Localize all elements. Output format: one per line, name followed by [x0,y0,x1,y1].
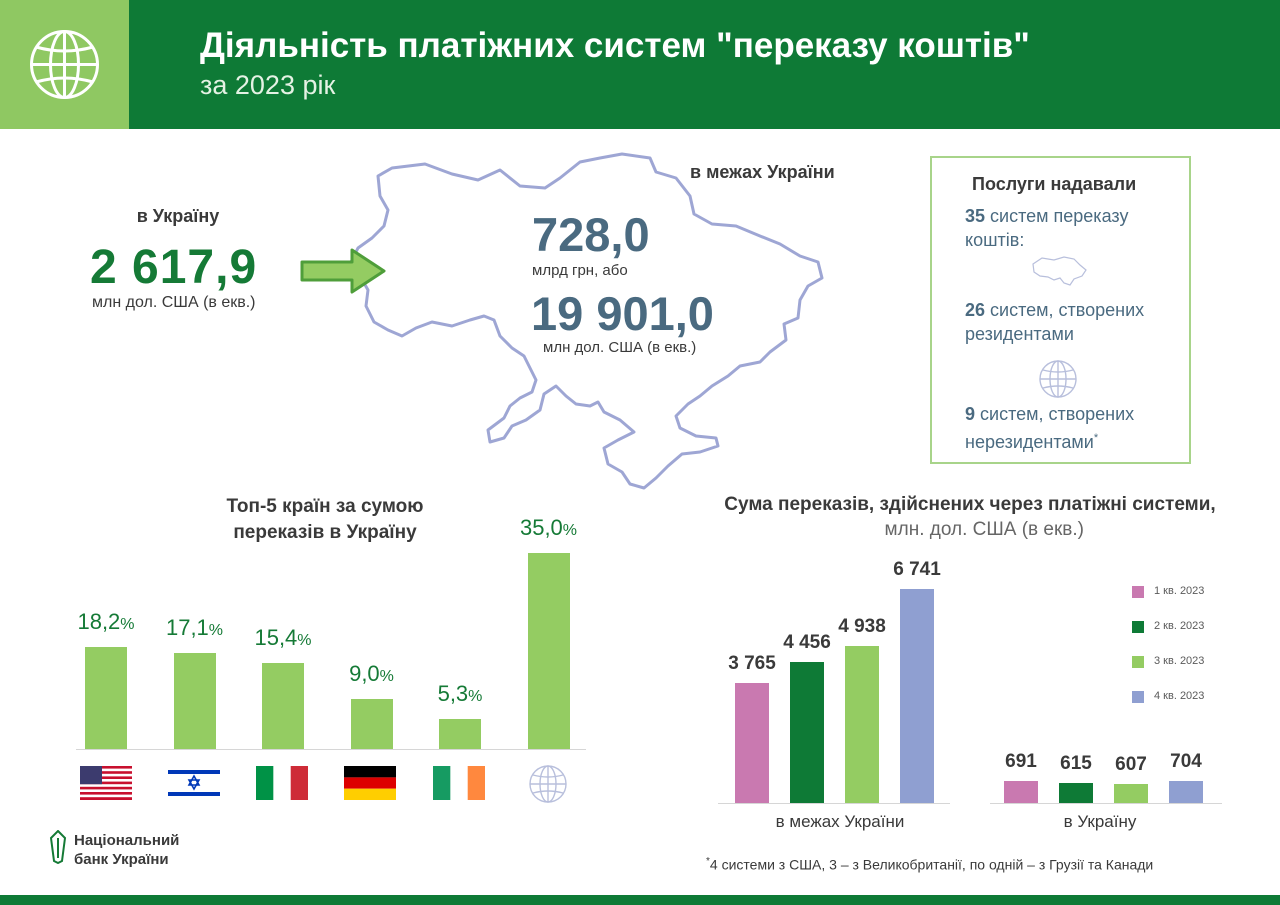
top5-value-number: 5,3 [437,681,469,707]
legend-label: 3 кв. 2023 [1154,655,1205,667]
flag-ireland-icon [433,766,485,800]
quarterly-chart-title: Сума переказів, здійснених через платіжн… [724,494,1216,515]
category-label-to: в Україну [1063,812,1137,831]
top5-value-number: 18,2 [77,609,121,635]
legend-swatch [1132,621,1144,633]
within-ukraine-unit-usd: млн дол. США (в екв.) [543,339,697,356]
services-total-text: систем переказу коштів: [965,206,1129,250]
to-ukraine-label: в Україну [136,206,220,226]
quarterly-bar [900,589,934,803]
quarterly-axis-within [718,803,950,804]
top5-value-label: 15,4% [233,625,333,651]
top5-value-label: 9,0% [322,661,422,687]
legend-swatch [1132,691,1144,703]
services-nonresidents-number: 9 [965,404,976,424]
flag-germany-icon [344,766,396,800]
globe-icon [529,765,567,803]
top5-chart-title: Топ-5 країн за сумою переказів в Україну [226,496,424,543]
page-subtitle: за 2023 рік [200,70,336,100]
globe-icon [30,30,99,99]
quarterly-value-label: 6 741 [893,559,941,580]
legend-swatch [1132,586,1144,598]
footnote-mark: * [706,856,710,867]
quarterly-value-label: 3 765 [728,653,776,675]
services-title: Послуги надавали [972,174,1137,194]
quarterly-bar [1169,780,1203,803]
quarterly-bar [790,661,824,803]
quarterly-value-label: 615 [1060,753,1092,775]
page-title: Діяльність платіжних систем "переказу ко… [200,26,1030,65]
category-label-within: в межах України [775,812,905,831]
top5-value-unit: % [297,631,312,649]
top5-bar [439,719,481,749]
quarterly-value-label: 607 [1115,753,1147,775]
top5-value-label: 35,0% [499,515,599,541]
top5-value-unit: % [120,616,135,634]
nbu-name: Національний банк України [74,831,179,869]
quarterly-chart-subtitle: млн. дол. США (в екв.) [884,519,1084,540]
within-ukraine-value-usd: 19 901,0 [531,287,714,340]
top5-value-label: 5,3% [410,681,510,707]
nbu-logo-icon [49,830,67,864]
top5-value-unit: % [562,522,578,539]
top5-value-unit: % [468,688,483,706]
quarterly-value-label: 691 [1005,751,1037,773]
quarterly-axis-to [990,803,1222,804]
top5-bar [262,662,304,749]
top5-value-number: 17,1 [165,615,209,641]
legend-swatch [1132,656,1144,668]
to-ukraine-unit: млн дол. США (в екв.) [92,294,256,311]
top5-value-unit: % [208,622,224,640]
arrow-right-icon [300,248,386,294]
legend-label: 4 кв. 2023 [1154,690,1205,702]
top5-value-number: 9,0 [349,660,380,686]
top5-bar [350,698,393,749]
bottom-bar [0,895,1280,905]
top5-value-label: 18,2% [56,609,156,635]
legend-label: 1 кв. 2023 [1154,585,1205,597]
header: Діяльність платіжних систем "переказу ко… [0,0,1280,129]
quarterly-value-label: 4 938 [838,616,886,638]
footnote: *4 системи з США, 3 – з Великобританії, … [706,856,1153,873]
top5-value-unit: % [379,667,394,685]
services-total-number: 35 [965,206,986,226]
flag-italy-icon [256,766,308,800]
quarterly-bar [845,646,879,803]
within-ukraine-label: в межах України [690,162,835,182]
services-residents-number: 26 [965,300,986,320]
services-nonresidents-text: систем, створених нерезидентами [965,404,1135,452]
services-residents: 26 систем, створених резидентами [965,298,1185,346]
services-box: Послуги надавали 35 систем переказу кошт… [930,156,1191,464]
legend-label: 2 кв. 2023 [1154,620,1205,632]
globe-icon [1039,360,1077,398]
nbu-name-line2: банк України [74,851,169,868]
footnote-text: 4 системи з США, 3 – з Великобританії, п… [709,856,1154,873]
top5-chart-baseline [76,749,586,750]
flag-israel-icon [168,766,220,800]
top5-bar [173,653,216,749]
services-footnote-mark: * [1093,432,1099,444]
top5-bar [527,553,570,749]
services-total: 35 систем переказу коштів: [965,204,1185,252]
flag-usa-icon [80,766,132,800]
header-logo [0,0,129,129]
quarterly-bar [735,683,769,803]
quarterly-bar [1114,783,1148,803]
ukraine-map-icon [1032,256,1087,286]
services-residents-text: систем, створених резидентами [965,300,1145,344]
to-ukraine-value: 2 617,9 [90,241,258,294]
within-ukraine-value-uah: 728,0 [532,208,650,261]
top5-bar [85,647,127,749]
quarterly-value-label: 4 456 [783,631,831,653]
services-nonresidents: 9 систем, створених нерезидентами* [965,402,1185,454]
quarterly-bar [1004,781,1038,803]
nbu-name-line1: Національний [74,832,180,849]
quarterly-bar [1059,783,1093,803]
within-ukraine-unit-uah: млрд грн, або [532,262,628,279]
top5-value-label: 17,1% [145,615,245,641]
top5-value-number: 15,4 [254,624,298,650]
quarterly-value-label: 704 [1170,750,1202,772]
top5-value-number: 35,0 [519,515,563,540]
